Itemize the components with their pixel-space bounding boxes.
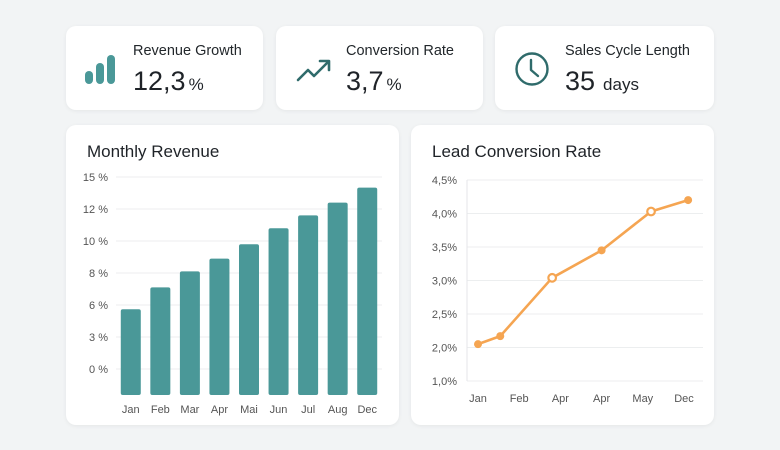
bar: [209, 258, 230, 395]
x-tick-label: Mai: [240, 404, 258, 416]
y-tick-label: 2,0%: [432, 343, 457, 355]
series-line: [477, 198, 689, 346]
y-tick-label: 4,5%: [432, 175, 457, 187]
bar: [239, 244, 259, 395]
x-tick-label: Aug: [328, 404, 348, 416]
bar: [268, 228, 289, 395]
x-tick-label: Apr: [211, 404, 228, 416]
data-point: [474, 340, 482, 349]
y-tick-label: 1,0%: [432, 376, 457, 388]
kpi-label: Revenue Growth: [133, 43, 242, 59]
x-tick-label: Jan: [469, 393, 487, 405]
clock-icon: [515, 52, 549, 86]
kpi-card-revenue-growth: Revenue Growth 12,3%: [66, 26, 263, 110]
bar-chart-icon: [85, 55, 115, 84]
bar: [179, 271, 200, 395]
kpi-number: 35: [565, 66, 596, 96]
bar: [298, 215, 319, 395]
bar: [327, 202, 348, 395]
kpi-label: Sales Cycle Length: [565, 43, 690, 59]
y-tick-label: 12 %: [83, 204, 108, 216]
data-point: [597, 246, 606, 255]
kpi-card-sales-cycle: Sales Cycle Length 35 days: [495, 26, 714, 110]
kpi-number: 12,3: [133, 66, 186, 96]
x-tick-label: Feb: [510, 393, 529, 405]
y-tick-label: 15 %: [83, 172, 108, 184]
kpi-label: Conversion Rate: [346, 43, 454, 59]
x-tick-label: Jan: [122, 404, 140, 416]
kpi-value: 12,3%: [133, 66, 204, 97]
x-tick-label: May: [632, 393, 653, 405]
x-tick-label: Feb: [151, 404, 170, 416]
bar: [120, 309, 141, 395]
y-tick-label: 3,0%: [432, 276, 457, 288]
monthly-revenue-chart: 15 % 12 % 10 % 8 % 6 % 3 % 0 % Jan Feb Mar Apr Mai J…: [83, 172, 382, 416]
kpi-unit: days: [603, 75, 639, 94]
y-tick-label: 3,5%: [432, 242, 457, 254]
y-tick-label: 8 %: [89, 268, 108, 280]
kpi-card-conversion-rate: Conversion Rate 3,7%: [276, 26, 483, 110]
x-tick-label: Apr: [552, 393, 569, 405]
chart-title: Lead Conversion Rate: [432, 142, 602, 161]
trending-up-icon: [296, 59, 331, 82]
kpi-unit: %: [386, 75, 402, 94]
y-tick-label: 0 %: [89, 364, 108, 376]
kpi-value: 3,7%: [346, 66, 402, 97]
x-tick-label: Apr: [593, 393, 610, 405]
bar: [150, 287, 171, 395]
data-point: [547, 272, 558, 283]
kpi-number: 3,7: [346, 66, 384, 96]
data-point: [684, 196, 693, 205]
y-tick-label: 4,0%: [432, 209, 457, 221]
bar: [357, 187, 378, 395]
lead-conversion-card: Lead Conversion Rate 4,5% 4,0% 3,5% 3,0% 2,5…: [411, 125, 714, 425]
x-tick-label: Dec: [357, 404, 377, 416]
data-point: [496, 332, 505, 341]
lead-conversion-chart: 4,5% 4,0% 3,5% 3,0% 2,5% 2,0% 1,0% Jan Feb Apr Apr…: [432, 175, 703, 405]
x-tick-label: Dec: [674, 393, 694, 405]
monthly-revenue-card: Monthly Revenue 15 % 12 % 10 % 8 % 6 % 3 % 0 %…: [66, 125, 399, 425]
y-tick-label: 10 %: [83, 236, 108, 248]
data-point: [646, 206, 656, 217]
y-tick-label: 2,5%: [432, 309, 457, 321]
x-tick-label: Jun: [270, 404, 288, 416]
kpi-unit: %: [188, 75, 204, 94]
kpi-value: 35 days: [565, 66, 639, 97]
x-tick-label: Mar: [180, 404, 199, 416]
chart-title: Monthly Revenue: [87, 142, 220, 161]
x-tick-label: Jul: [301, 404, 315, 416]
y-tick-label: 3 %: [89, 332, 108, 344]
y-tick-label: 6 %: [89, 300, 108, 312]
